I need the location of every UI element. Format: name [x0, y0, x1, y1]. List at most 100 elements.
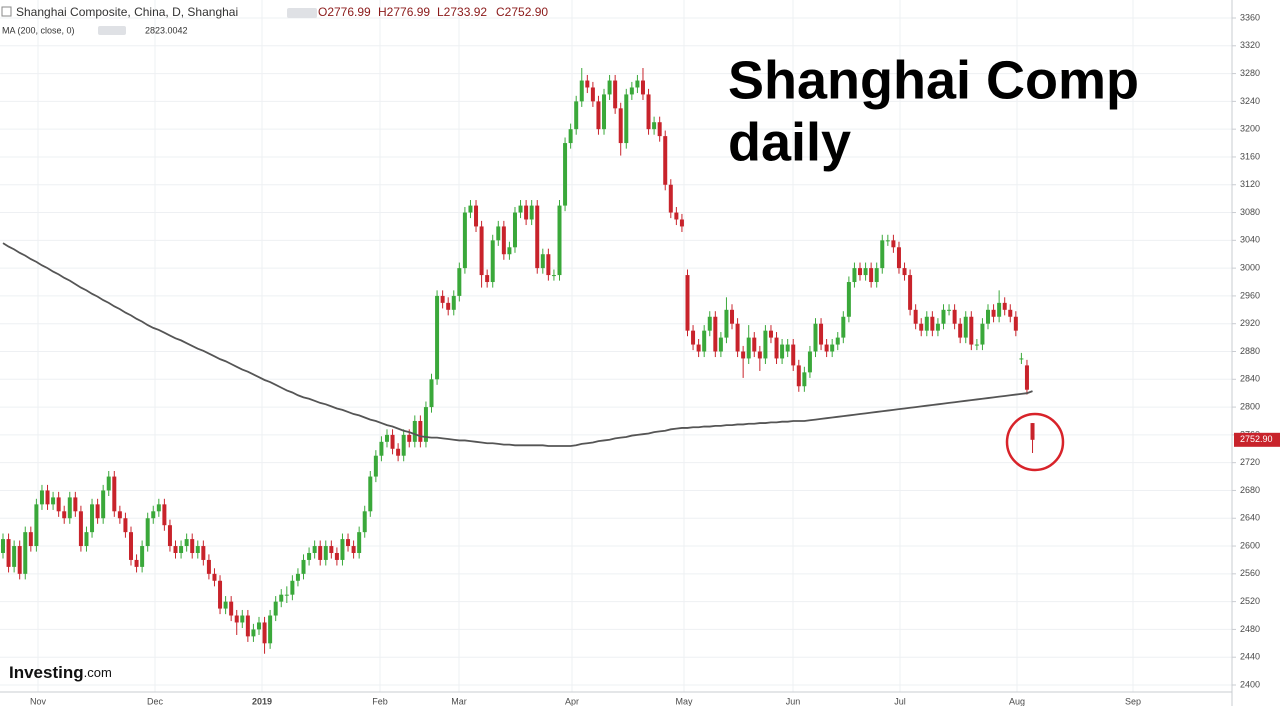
- x-tick-label: Dec: [147, 696, 164, 706]
- candle-body: [51, 497, 56, 505]
- candle-body: [268, 615, 273, 644]
- candle-body: [1008, 309, 1013, 317]
- candle-body: [551, 275, 556, 277]
- candle-body: [858, 268, 863, 276]
- last-price-label: 2752.90: [1240, 434, 1273, 444]
- y-tick-label: 3080: [1240, 207, 1260, 217]
- low: L2733.92: [437, 5, 487, 19]
- candle-body: [646, 94, 651, 130]
- candle-body: [501, 226, 506, 255]
- candle-body: [468, 205, 473, 213]
- candle-body: [418, 420, 423, 442]
- title-line: daily: [728, 112, 851, 172]
- candle-body: [807, 351, 812, 373]
- candle-body: [930, 316, 935, 331]
- symbol: Shanghai Composite, China, D, Shanghai: [16, 5, 238, 19]
- highlight-circle: [1005, 412, 1065, 472]
- candle-body: [718, 337, 723, 352]
- candle-body: [412, 420, 417, 442]
- candle-body: [301, 559, 306, 574]
- x-tick-label: Aug: [1009, 696, 1025, 706]
- watermark: Investing.com: [9, 663, 112, 682]
- candle-body: [28, 532, 33, 547]
- candle-body: [190, 539, 195, 553]
- candle-body: [713, 316, 718, 352]
- candle-body: [234, 615, 239, 623]
- candle-body: [596, 101, 601, 130]
- candle-body: [73, 497, 78, 512]
- candle-body: [223, 601, 228, 609]
- y-tick-label: 2880: [1240, 346, 1260, 356]
- candle-body: [156, 504, 161, 512]
- candle-body: [891, 240, 896, 248]
- candle-body: [702, 330, 707, 352]
- collapse-icon[interactable]: [1, 6, 12, 17]
- candle-body: [218, 580, 223, 609]
- candle-body: [396, 448, 401, 456]
- candle-body: [757, 351, 762, 359]
- legend-icons[interactable]: [287, 8, 317, 18]
- candle-body: [379, 441, 384, 456]
- y-tick-label: 2680: [1240, 485, 1260, 495]
- candle-body: [17, 546, 22, 574]
- candle-body: [45, 490, 50, 505]
- y-tick-label: 2640: [1240, 513, 1260, 523]
- candle-body: [474, 205, 479, 227]
- candle-body: [568, 129, 573, 144]
- candle-body: [256, 622, 261, 630]
- candle-body: [451, 295, 456, 310]
- candle-body: [251, 629, 256, 637]
- candle-body: [145, 518, 150, 547]
- y-tick-label: 2800: [1240, 401, 1260, 411]
- candle-body: [902, 268, 907, 276]
- candle-body: [312, 546, 317, 553]
- candle-body: [763, 330, 768, 359]
- candle-body: [245, 615, 250, 637]
- candle-body: [896, 247, 901, 269]
- candle-body: [512, 212, 517, 248]
- candle-body: [346, 539, 351, 547]
- candle-body: [368, 476, 373, 512]
- candle-body: [435, 295, 440, 380]
- candle-body: [262, 622, 267, 644]
- candle-body: [663, 136, 668, 185]
- x-tick-label: Sep: [1125, 696, 1141, 706]
- ma-icons[interactable]: [98, 26, 126, 35]
- candle-body: [401, 434, 406, 456]
- candle-body: [407, 434, 412, 442]
- candle-body: [935, 323, 940, 331]
- candle-body: [635, 80, 640, 88]
- candle-body: [590, 87, 595, 102]
- candle-body: [574, 101, 579, 130]
- candle-body: [212, 573, 217, 581]
- candle-body: [602, 94, 607, 130]
- candle-body: [724, 309, 729, 338]
- candle-body: [919, 323, 924, 331]
- candle-body: [841, 316, 846, 338]
- candle-body: [852, 268, 857, 283]
- candle-body: [707, 316, 712, 331]
- candle-body: [117, 511, 122, 519]
- y-tick-label: 2520: [1240, 596, 1260, 606]
- candle-body: [84, 532, 89, 547]
- candle-body: [752, 337, 757, 352]
- candle-body: [273, 601, 278, 616]
- candle-body: [813, 323, 818, 352]
- candle-body: [284, 594, 289, 596]
- candle-body: [229, 601, 234, 616]
- last-price-tag: [1234, 432, 1280, 447]
- candle-body: [991, 309, 996, 317]
- candle-body: [657, 122, 662, 137]
- candle-body: [490, 240, 495, 283]
- y-tick-label: 3000: [1240, 263, 1260, 273]
- candle-body: [579, 80, 584, 102]
- candle-body: [318, 546, 323, 560]
- candle-body: [997, 302, 1002, 317]
- candle-body: [691, 330, 696, 345]
- candle-body: [206, 559, 211, 574]
- candle-body: [440, 295, 445, 303]
- candle-body: [613, 80, 618, 109]
- candle-body: [585, 80, 590, 88]
- candle-body: [39, 490, 44, 505]
- close: C2752.90: [496, 5, 548, 19]
